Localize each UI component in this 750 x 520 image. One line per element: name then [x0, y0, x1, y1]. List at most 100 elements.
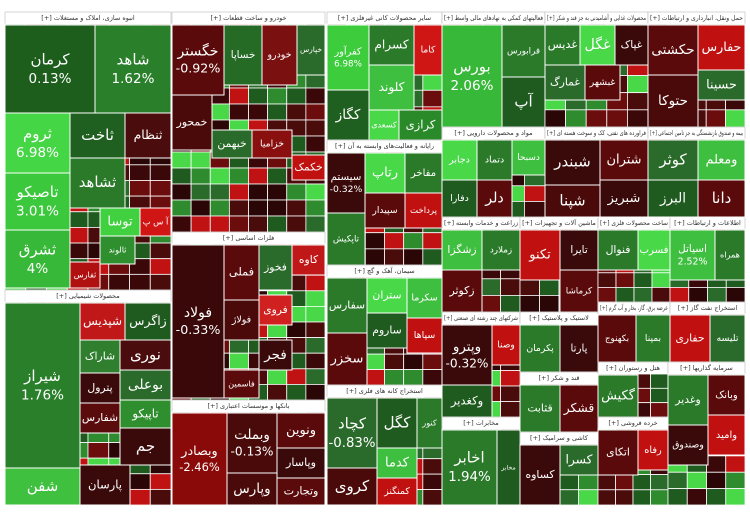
stock-tile [171, 244, 225, 399]
filler-cell [539, 294, 560, 313]
stock-tile [223, 299, 260, 341]
stock-name: دلر [484, 191, 504, 207]
stock-tile [119, 427, 172, 466]
stock-change: -0.32% [330, 184, 363, 195]
filler-cell [500, 370, 521, 387]
stock-tile [597, 229, 639, 271]
stock-name: غگل [584, 36, 611, 53]
sector-title: کاشی و سرامیک [+] [530, 434, 589, 442]
filler-cell [686, 488, 707, 506]
stock-tile [261, 24, 298, 86]
filler-cell [384, 353, 405, 370]
filler-cell [627, 109, 649, 128]
stock-name: حکشتی [651, 42, 694, 58]
filler-cell [667, 471, 688, 490]
filler-cell [725, 471, 746, 490]
filler-cell [190, 183, 211, 201]
sector-title: شرکتهای چند رشته ای صنعتی [+] [444, 314, 518, 322]
stock-name: خکمک [294, 161, 322, 174]
stock-name: زشگزا [447, 243, 476, 256]
stock-tile [79, 402, 121, 434]
filler-cell [627, 92, 649, 111]
filler-cell [305, 215, 326, 233]
filler-cell [228, 183, 249, 201]
stock-tile [519, 324, 561, 373]
stock-name: ساروم [372, 324, 401, 337]
filler-cell [725, 455, 746, 473]
filler-cell [633, 272, 653, 288]
filler-cell [267, 215, 288, 233]
stock-name: وغدیر [674, 393, 701, 406]
stock-name: تاپکیش [333, 235, 360, 245]
filler-cell [171, 151, 192, 169]
stock-name: غپاک [621, 38, 643, 51]
filler-cell [305, 119, 326, 137]
filler-cell [384, 248, 405, 266]
sector-title: مخابرات [+] [463, 419, 499, 427]
stock-name: مفاخر [410, 168, 436, 179]
stock-name: کاما [421, 46, 436, 56]
filler-cell [669, 286, 690, 303]
stock-tile [326, 467, 378, 506]
stock-tile [276, 412, 326, 449]
filler-cell [565, 109, 587, 128]
stock-tile [69, 261, 101, 289]
stock-tile [326, 277, 368, 334]
filler-cell [171, 167, 192, 185]
stock-tile [476, 179, 513, 218]
sector-title: لاستیک و پلاستیک [+] [529, 314, 589, 322]
stock-name: سخزر [330, 352, 364, 367]
stock-name: خمحور [176, 116, 208, 129]
stock-name: پارسان [88, 478, 122, 493]
stock-name: فرابورس [507, 47, 540, 57]
stock-tile [707, 414, 746, 456]
filler-cell [305, 274, 326, 292]
filler-cell [305, 383, 326, 401]
stock-tile [4, 24, 96, 114]
filler-cell [422, 458, 443, 475]
stock-name: کسرا [565, 453, 592, 468]
filler-cell [558, 489, 579, 506]
stock-name: حتوکا [658, 93, 688, 109]
filler-cell [650, 387, 669, 404]
stock-tile [559, 269, 599, 313]
stock-name: بورس [453, 58, 490, 76]
filler-cell [149, 473, 172, 490]
filler-cell [725, 488, 746, 506]
stock-tile [258, 294, 293, 326]
stock-tile [559, 229, 599, 271]
filler-cell [422, 248, 443, 266]
stock-name: فجر [263, 348, 286, 363]
stock-name: پترول [87, 381, 112, 394]
stock-name: شبریز [607, 191, 641, 206]
stock-name: وپاسار [285, 456, 316, 469]
stock-tile [171, 412, 228, 506]
stock-name: ثشاهد [79, 173, 117, 191]
sector-title: بیمه و صندوق بازنشستگی به جز تامین اجتما… [650, 129, 743, 137]
stock-name: کرمان [30, 51, 70, 69]
stock-tile [94, 24, 172, 114]
stock-name: قثابت [527, 402, 552, 415]
stock-name: همراه [720, 250, 740, 260]
filler-cell [544, 109, 567, 128]
stock-tile [79, 372, 121, 404]
filler-cell [209, 167, 230, 185]
filler-cell [305, 305, 326, 323]
filler-cell [422, 353, 443, 370]
stock-name: اتکای [606, 446, 630, 459]
filler-cell [228, 352, 249, 370]
stock-change: 6.98% [334, 59, 362, 69]
filler-cell [688, 286, 708, 303]
filler-cell [248, 183, 269, 201]
filler-cell [650, 402, 669, 418]
filler-cell [615, 286, 635, 303]
stock-name: حفاری [675, 332, 704, 345]
stock-name: فسرب [640, 244, 669, 256]
stock-name: کرماشا [566, 287, 593, 297]
filler-cell [364, 369, 385, 386]
stock-name: ونوین [286, 423, 316, 438]
stock-tile [139, 207, 172, 237]
filler-cell [129, 164, 151, 181]
filler-cell [267, 103, 288, 121]
filler-cell [403, 232, 424, 250]
